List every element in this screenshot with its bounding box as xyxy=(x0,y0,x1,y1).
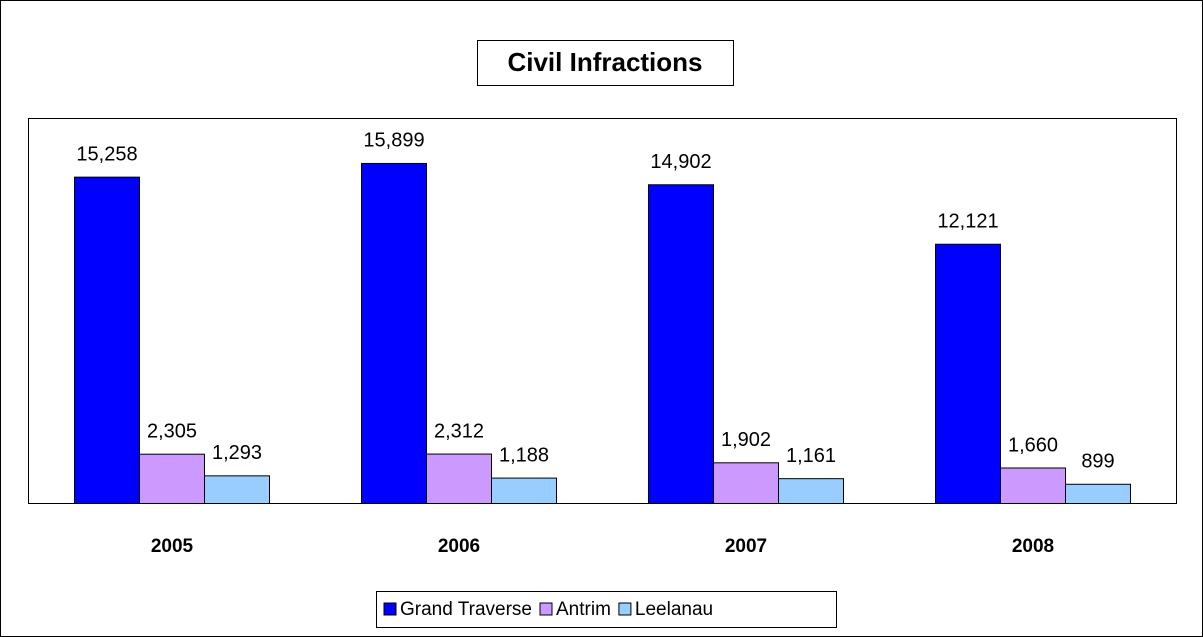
data-label: 2,312 xyxy=(434,420,484,442)
bar xyxy=(361,162,427,504)
x-tick-label: 2008 xyxy=(1012,536,1054,557)
legend-swatch xyxy=(383,602,397,616)
legend-swatch xyxy=(618,602,632,616)
bar xyxy=(139,453,205,504)
x-tick-label: 2007 xyxy=(725,536,767,557)
data-label: 1,161 xyxy=(786,445,836,467)
bar xyxy=(74,176,140,504)
x-tick-label: 2006 xyxy=(438,536,480,557)
bar xyxy=(491,477,557,504)
bar xyxy=(1065,483,1131,505)
data-label: 14,902 xyxy=(650,151,711,173)
legend-label: Antrim xyxy=(556,599,611,620)
legend-label: Leelanau xyxy=(635,599,713,620)
data-label: 1,293 xyxy=(212,442,262,464)
data-label: 15,258 xyxy=(76,143,137,165)
data-label: 1,188 xyxy=(499,444,549,466)
chart-title: Civil Infractions xyxy=(507,47,702,77)
title-box xyxy=(477,40,734,86)
legend-box xyxy=(376,591,837,628)
plot-area xyxy=(28,118,1177,504)
bar xyxy=(935,243,1001,505)
x-tick-label: 2005 xyxy=(151,536,194,557)
bar xyxy=(204,475,270,505)
data-label: 2,305 xyxy=(147,420,197,442)
legend-swatch xyxy=(539,602,553,616)
data-label: 12,121 xyxy=(937,211,998,233)
legend-label: Grand Traverse xyxy=(400,599,532,620)
bar xyxy=(648,184,714,504)
bar xyxy=(713,462,779,504)
data-label: 1,902 xyxy=(721,429,771,451)
data-label: 1,660 xyxy=(1008,434,1058,456)
data-label: 899 xyxy=(1081,451,1114,473)
bar xyxy=(1000,467,1066,504)
bar xyxy=(778,478,844,505)
data-label: 15,899 xyxy=(363,130,424,152)
bar xyxy=(426,453,492,504)
